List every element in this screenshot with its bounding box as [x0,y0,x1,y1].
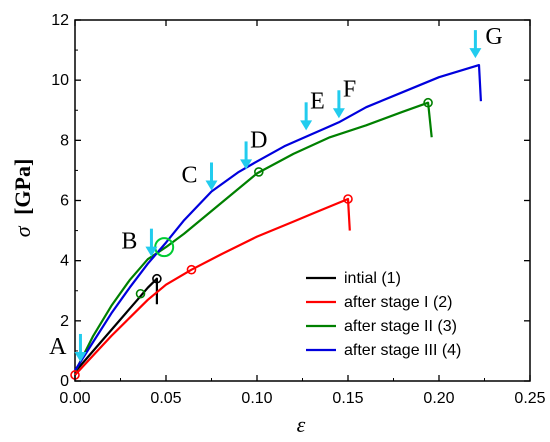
legend-label-4: after stage III (4) [344,342,461,359]
svg-text:σ [GPa]: σ [GPa] [10,159,35,238]
annotation-label-F: F [343,76,356,102]
series-marker-3 [423,97,433,108]
tick-layer: 0.00 0.05 0.10 0.15 0.20 0.25 0 2 4 6 8 10 12 [51,12,545,407]
x-tick-label: 0.25 [514,390,545,407]
annotation-label-D: D [250,127,267,153]
annotation-arrowhead-F [332,108,345,119]
y-tick-label: 6 [60,193,69,210]
annotation-label-B: B [121,229,137,255]
annotation-label-A: A [49,334,67,360]
y-tick-label: 12 [51,12,69,29]
y-tick-label: 0 [60,373,69,390]
series-marker-2 [186,264,197,275]
y-axis-label: σ [GPa] [10,159,35,238]
x-tick-label: 0.00 [59,390,90,407]
x-tick-label: 0.10 [241,390,272,407]
annotation-arrowhead-D [240,159,253,170]
annotation-arrowhead-A [74,351,87,362]
series-marker-3 [254,167,264,177]
annotation-arrowhead-G [469,48,482,59]
legend-label-1: intial (1) [344,270,401,287]
axes-frame [74,19,531,382]
series-marker-2 [343,194,353,204]
annotation-arrowhead-E [300,120,313,131]
annotation-layer: A B C D E F G [49,24,503,362]
y-tick-label: 10 [51,72,69,89]
legend-label-2: after stage I (2) [344,294,453,311]
series-marker-3 [135,288,146,299]
series-marker-1 [152,273,162,284]
series-line-4 [74,63,482,372]
y-tick-label: 2 [60,313,69,330]
series-layer [74,63,482,376]
series-line-1 [74,277,158,373]
y-axis-symbol: σ [10,225,35,237]
annotation-label-G: G [485,24,502,50]
annotation-label-C: C [181,162,197,188]
legend: intial (1) after stage I (2) after stage I… [306,270,461,359]
y-tick-label: 8 [60,132,69,149]
x-tick-label: 0.15 [332,390,363,407]
series-line-3 [74,101,433,373]
series-line-2 [74,197,351,376]
y-tick-label: 4 [60,253,69,270]
plot-frame [74,19,531,382]
y-axis-unit: [GPa] [10,159,35,215]
x-tick-label: 0.20 [423,390,454,407]
annotation-arrowhead-C [205,180,218,191]
annotation-label-E: E [310,88,325,114]
x-axis-label: ε [297,412,306,437]
legend-label-3: after stage II (3) [344,318,457,335]
annotation-arrowhead-B [145,246,158,257]
x-tick-label: 0.05 [150,390,181,407]
